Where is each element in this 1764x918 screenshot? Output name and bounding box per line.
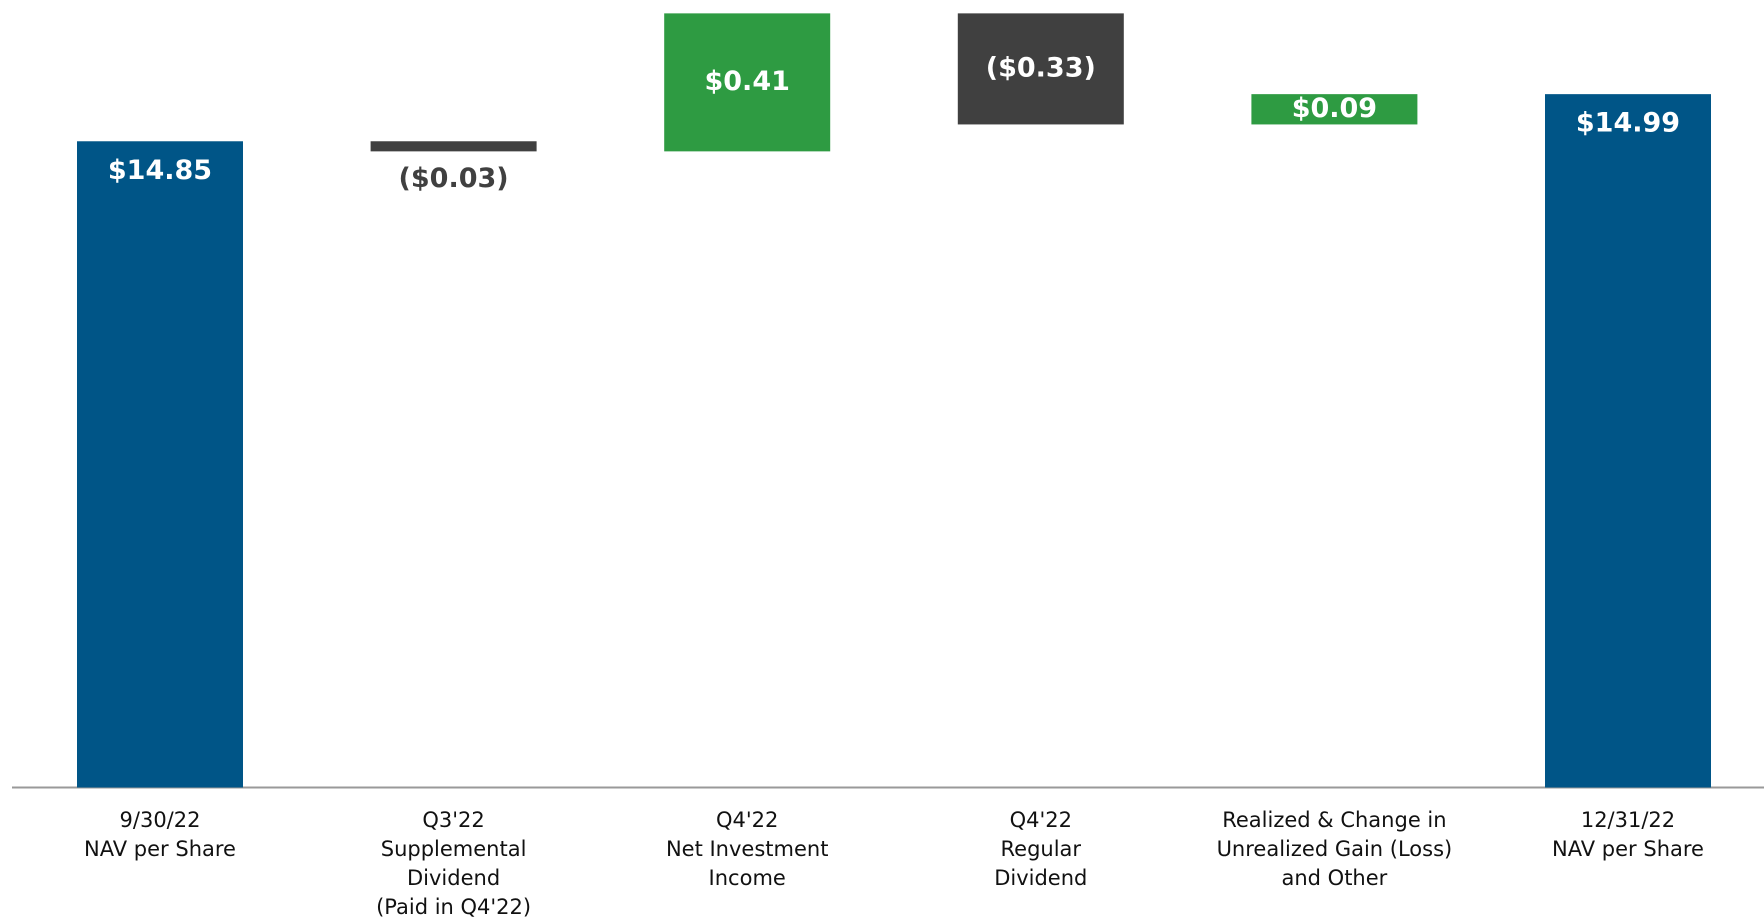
bar — [370, 141, 537, 152]
x-tick-label: NAV per Share — [1552, 837, 1704, 861]
x-tick-label: 9/30/22 — [120, 808, 201, 832]
x-tick-label: Q3'22 — [422, 808, 484, 832]
x-tick-label: NAV per Share — [84, 837, 236, 861]
bar — [1251, 94, 1418, 125]
x-tick-label: Regular — [1001, 837, 1082, 861]
x-tick-label: Income — [709, 866, 786, 890]
x-tick-label: Dividend — [407, 866, 500, 890]
bar — [957, 13, 1124, 125]
value-label: $0.09 — [1292, 93, 1377, 124]
x-tick-label: Q4'22 — [1010, 808, 1072, 832]
value-label: ($0.33) — [986, 52, 1096, 83]
bar — [77, 141, 243, 788]
x-tick-label: 12/31/22 — [1581, 808, 1675, 832]
value-label: $14.99 — [1576, 108, 1680, 139]
x-tick-label: Unrealized Gain (Loss) — [1217, 837, 1453, 861]
x-tick-label: Dividend — [994, 866, 1087, 890]
value-label: ($0.03) — [399, 163, 509, 194]
x-tick-label: Realized & Change in — [1222, 808, 1446, 832]
x-tick-label: Q4'22 — [716, 808, 778, 832]
bar — [1545, 94, 1711, 788]
x-tick-label: and Other — [1281, 866, 1387, 890]
x-tick-label: (Paid in Q4'22) — [376, 895, 531, 918]
bar — [664, 13, 831, 152]
value-label: $0.41 — [704, 66, 789, 97]
value-label: $14.85 — [108, 155, 212, 186]
x-tick-label: Supplemental — [381, 837, 527, 861]
x-tick-label: Net Investment — [666, 837, 828, 861]
